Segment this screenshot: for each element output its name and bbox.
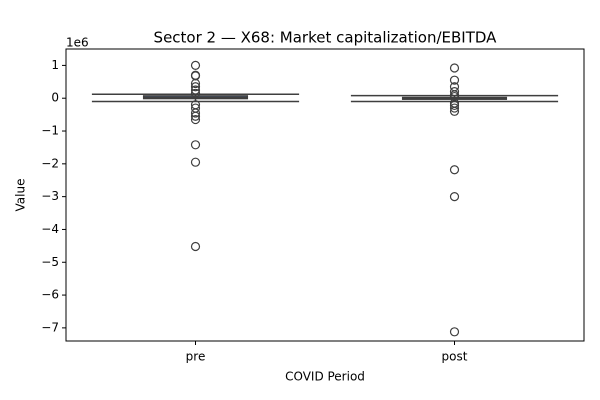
outlier (449, 91, 460, 102)
outlier (190, 88, 201, 98)
y-offset-label: 1e6 (66, 36, 89, 50)
outlier (190, 78, 201, 89)
y-tick-label: −6 (41, 288, 59, 302)
outlier (449, 75, 460, 85)
x-axis-label: COVID Period (285, 370, 365, 384)
x-tick-label: pre (186, 350, 206, 364)
outlier (449, 63, 460, 73)
outlier (449, 103, 460, 113)
y-tick-label: 1 (51, 58, 59, 72)
y-tick-label: −5 (41, 255, 59, 269)
outlier (449, 87, 460, 97)
outlier (449, 165, 460, 175)
chart-title: Sector 2 — X68: Market capitalization/EB… (154, 29, 498, 47)
outlier (449, 327, 460, 337)
outlier (449, 106, 460, 116)
outlier (190, 140, 201, 150)
y-tick-label: −4 (41, 222, 59, 236)
outlier (190, 111, 201, 121)
y-tick-label: −1 (41, 124, 59, 138)
outlier (190, 114, 201, 125)
outlier (190, 85, 201, 95)
y-tick-label: −7 (41, 320, 59, 334)
y-axis-label: Value (14, 179, 28, 212)
outlier (190, 82, 201, 92)
outlier (190, 60, 201, 71)
plot-frame (65, 48, 585, 342)
y-tick-label: −2 (41, 156, 59, 170)
y-tick-label: −3 (41, 189, 59, 203)
x-tick-label: post (442, 350, 468, 364)
outlier (190, 241, 201, 252)
outlier (190, 157, 201, 167)
outlier (449, 100, 460, 111)
outlier (449, 192, 460, 202)
y-tick-label: 0 (51, 91, 59, 105)
outlier (190, 108, 201, 118)
